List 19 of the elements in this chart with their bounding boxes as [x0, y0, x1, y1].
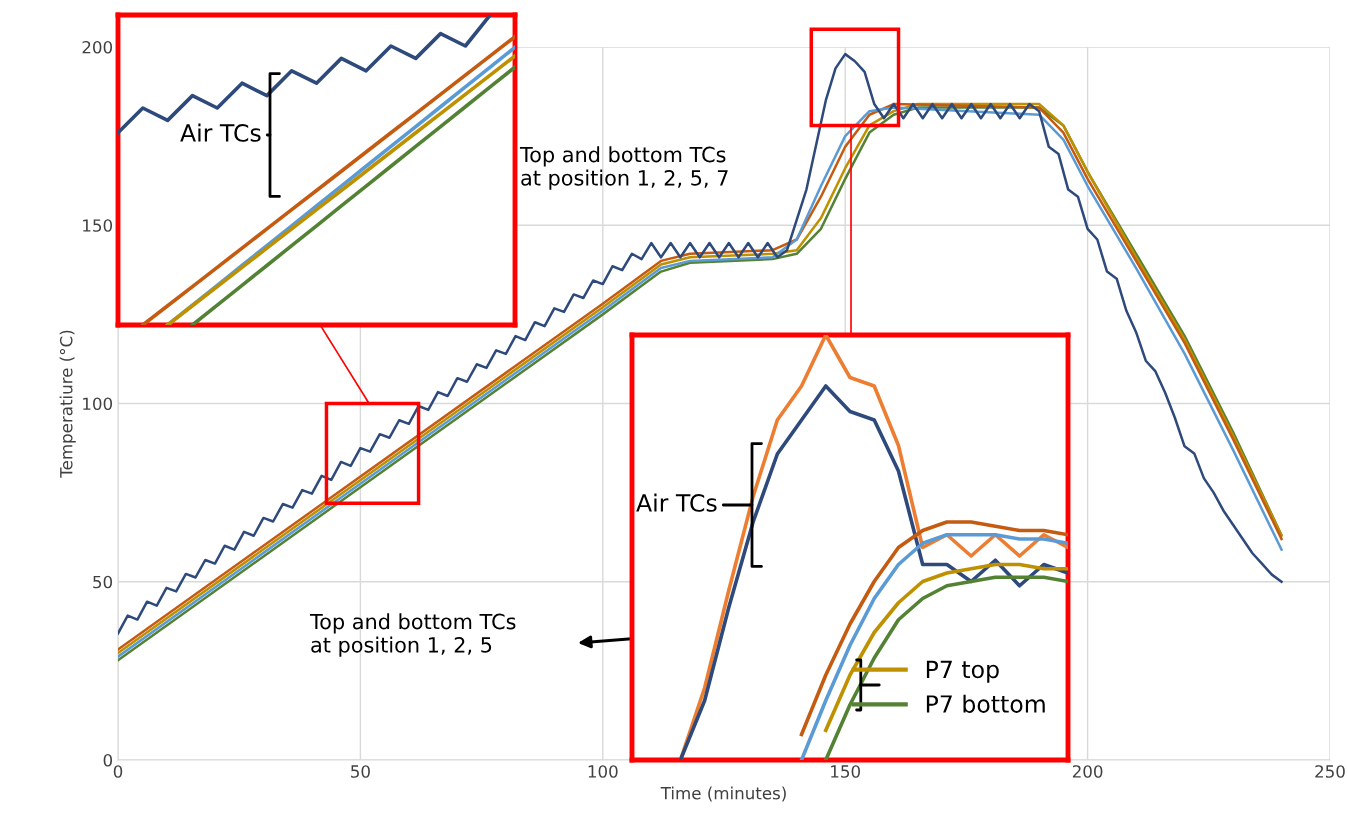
y-tick-label: 100 — [83, 397, 113, 411]
x-tick-label: 0 — [113, 765, 123, 778]
legend-label: P7 bottom — [926, 694, 1045, 713]
y-axis-title: Temperatiure (°C) — [59, 330, 76, 478]
y-tick-label: 0 — [103, 753, 113, 767]
annotation: Top and bottom TCs at position 1, 2, 5 — [309, 613, 516, 657]
x-tick-label: 50 — [351, 765, 370, 778]
y-tick-label: 200 — [82, 40, 113, 54]
y-tick-label: 50 — [93, 575, 113, 589]
legend-label: P7 top — [926, 660, 999, 683]
x-tick-label: 250 — [1315, 765, 1345, 778]
annotation: Air TCs — [636, 493, 717, 512]
x-tick-label: 100 — [588, 765, 618, 778]
x-tick-label: 150 — [831, 765, 860, 778]
x-axis-title: Time (minutes) — [660, 786, 786, 802]
y-tick-label: 150 — [83, 219, 113, 232]
x-tick-label: 200 — [1072, 765, 1103, 778]
annotation: Top and bottom TCs at position 1, 2, 5, 7 — [519, 146, 728, 190]
annotation: Air TCs — [180, 123, 261, 142]
